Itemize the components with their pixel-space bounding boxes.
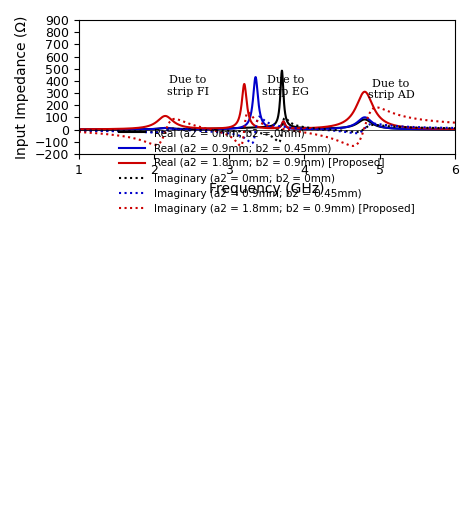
Text: Due to
strip EG: Due to strip EG	[262, 75, 309, 97]
X-axis label: Frequency (GHz): Frequency (GHz)	[209, 182, 325, 196]
Legend: Real (a2 = 0mm; b2 = 0mm), Real (a2 = 0.9mm; b2 = 0.45mm), Real (a2 = 1.8mm; b2 : Real (a2 = 0mm; b2 = 0mm), Real (a2 = 0.…	[115, 124, 419, 218]
Y-axis label: Input Impedance (Ω): Input Impedance (Ω)	[15, 15, 29, 159]
Text: Due to
strip FI: Due to strip FI	[167, 75, 209, 97]
Text: Due to
strip AD: Due to strip AD	[368, 79, 414, 100]
